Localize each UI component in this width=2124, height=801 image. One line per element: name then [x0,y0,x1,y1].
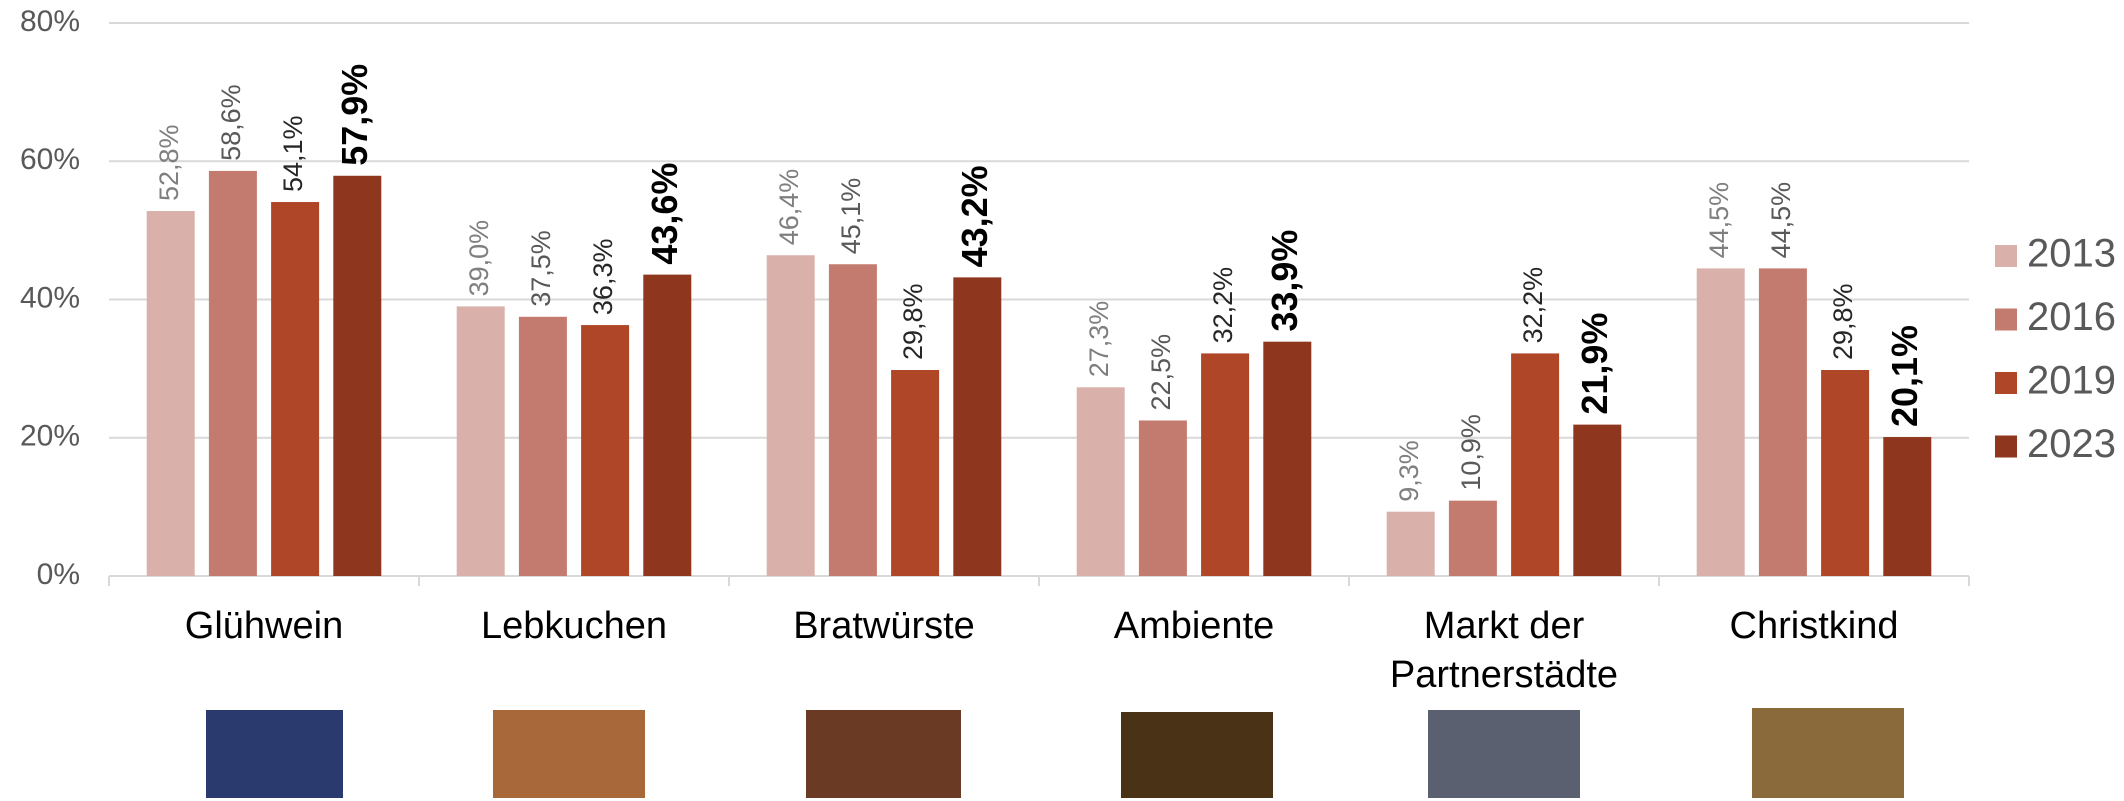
data-label: 44,5% [1704,182,1734,259]
data-label: 29,8% [1828,283,1858,360]
bar [271,202,320,576]
x-tick-label: Christkind [1729,605,1899,647]
legend-label: 2016 [2027,295,2116,339]
bar [1201,353,1250,576]
y-tick-label: 80% [20,5,80,38]
bar [1573,424,1622,576]
legend-label: 2013 [2027,232,2116,276]
bar [146,211,195,576]
y-tick-label: 40% [20,281,80,314]
bar [1138,420,1187,576]
data-label: 21,9% [1574,313,1615,415]
data-label: 32,2% [1518,267,1548,344]
x-tick-label: Ambiente [1113,605,1275,647]
legend-swatch [1995,372,2017,394]
data-label: 45,1% [836,178,866,255]
data-label: 10,9% [1456,414,1486,491]
bar [953,277,1002,576]
bar [208,170,257,577]
bar [581,325,630,576]
data-label: 36,3% [588,239,618,316]
data-label: 43,2% [954,165,995,267]
data-label: 46,4% [774,169,804,246]
data-label: 52,8% [154,124,184,201]
bar [1511,353,1560,576]
bar [1263,341,1312,576]
photo [1121,712,1273,798]
bar [518,316,567,576]
bar [643,274,692,576]
data-label: 57,9% [334,64,375,166]
data-label: 54,1% [278,115,308,192]
bar [891,370,940,576]
photo [806,710,961,798]
bar [1448,500,1497,576]
x-tick-label: Markt der Partnerstädte [1389,605,1619,696]
legend-swatch [1995,245,2017,267]
y-tick-label: 60% [20,143,80,176]
data-label: 58,6% [216,84,246,161]
bar [1883,437,1932,576]
bar [333,175,382,577]
bar [1076,387,1125,576]
bar [828,264,877,576]
data-label: 9,3% [1394,440,1424,502]
x-tick-label: Lebkuchen [481,605,667,647]
data-label: 29,8% [898,283,928,360]
legend-label: 2023 [2027,422,2116,466]
data-label: 27,3% [1084,301,1114,378]
bar [766,255,815,576]
legend-swatch [1995,435,2017,458]
bar [1821,370,1870,576]
bar [1386,511,1435,576]
data-label: 33,9% [1264,230,1305,332]
data-label: 43,6% [644,163,685,265]
data-label: 20,1% [1884,325,1925,427]
data-label: 22,5% [1146,334,1176,411]
bar [1696,268,1745,576]
data-label: 32,2% [1208,267,1238,344]
bar [456,306,505,576]
y-tick-label: 0% [37,558,80,591]
x-tick-label: Bratwürste [793,605,975,647]
bar [1758,268,1807,576]
legend-label: 2019 [2027,359,2116,403]
photo [1752,708,1904,798]
data-label: 44,5% [1766,182,1796,259]
data-label: 37,5% [526,230,556,307]
photo [493,710,645,798]
data-label: 39,0% [464,220,494,297]
y-tick-label: 20% [20,420,80,453]
photo [206,710,343,798]
legend-swatch [1995,308,2017,331]
x-tick-label: Glühwein [184,605,344,647]
photo-placeholders [206,708,1904,798]
photo [1428,710,1580,798]
